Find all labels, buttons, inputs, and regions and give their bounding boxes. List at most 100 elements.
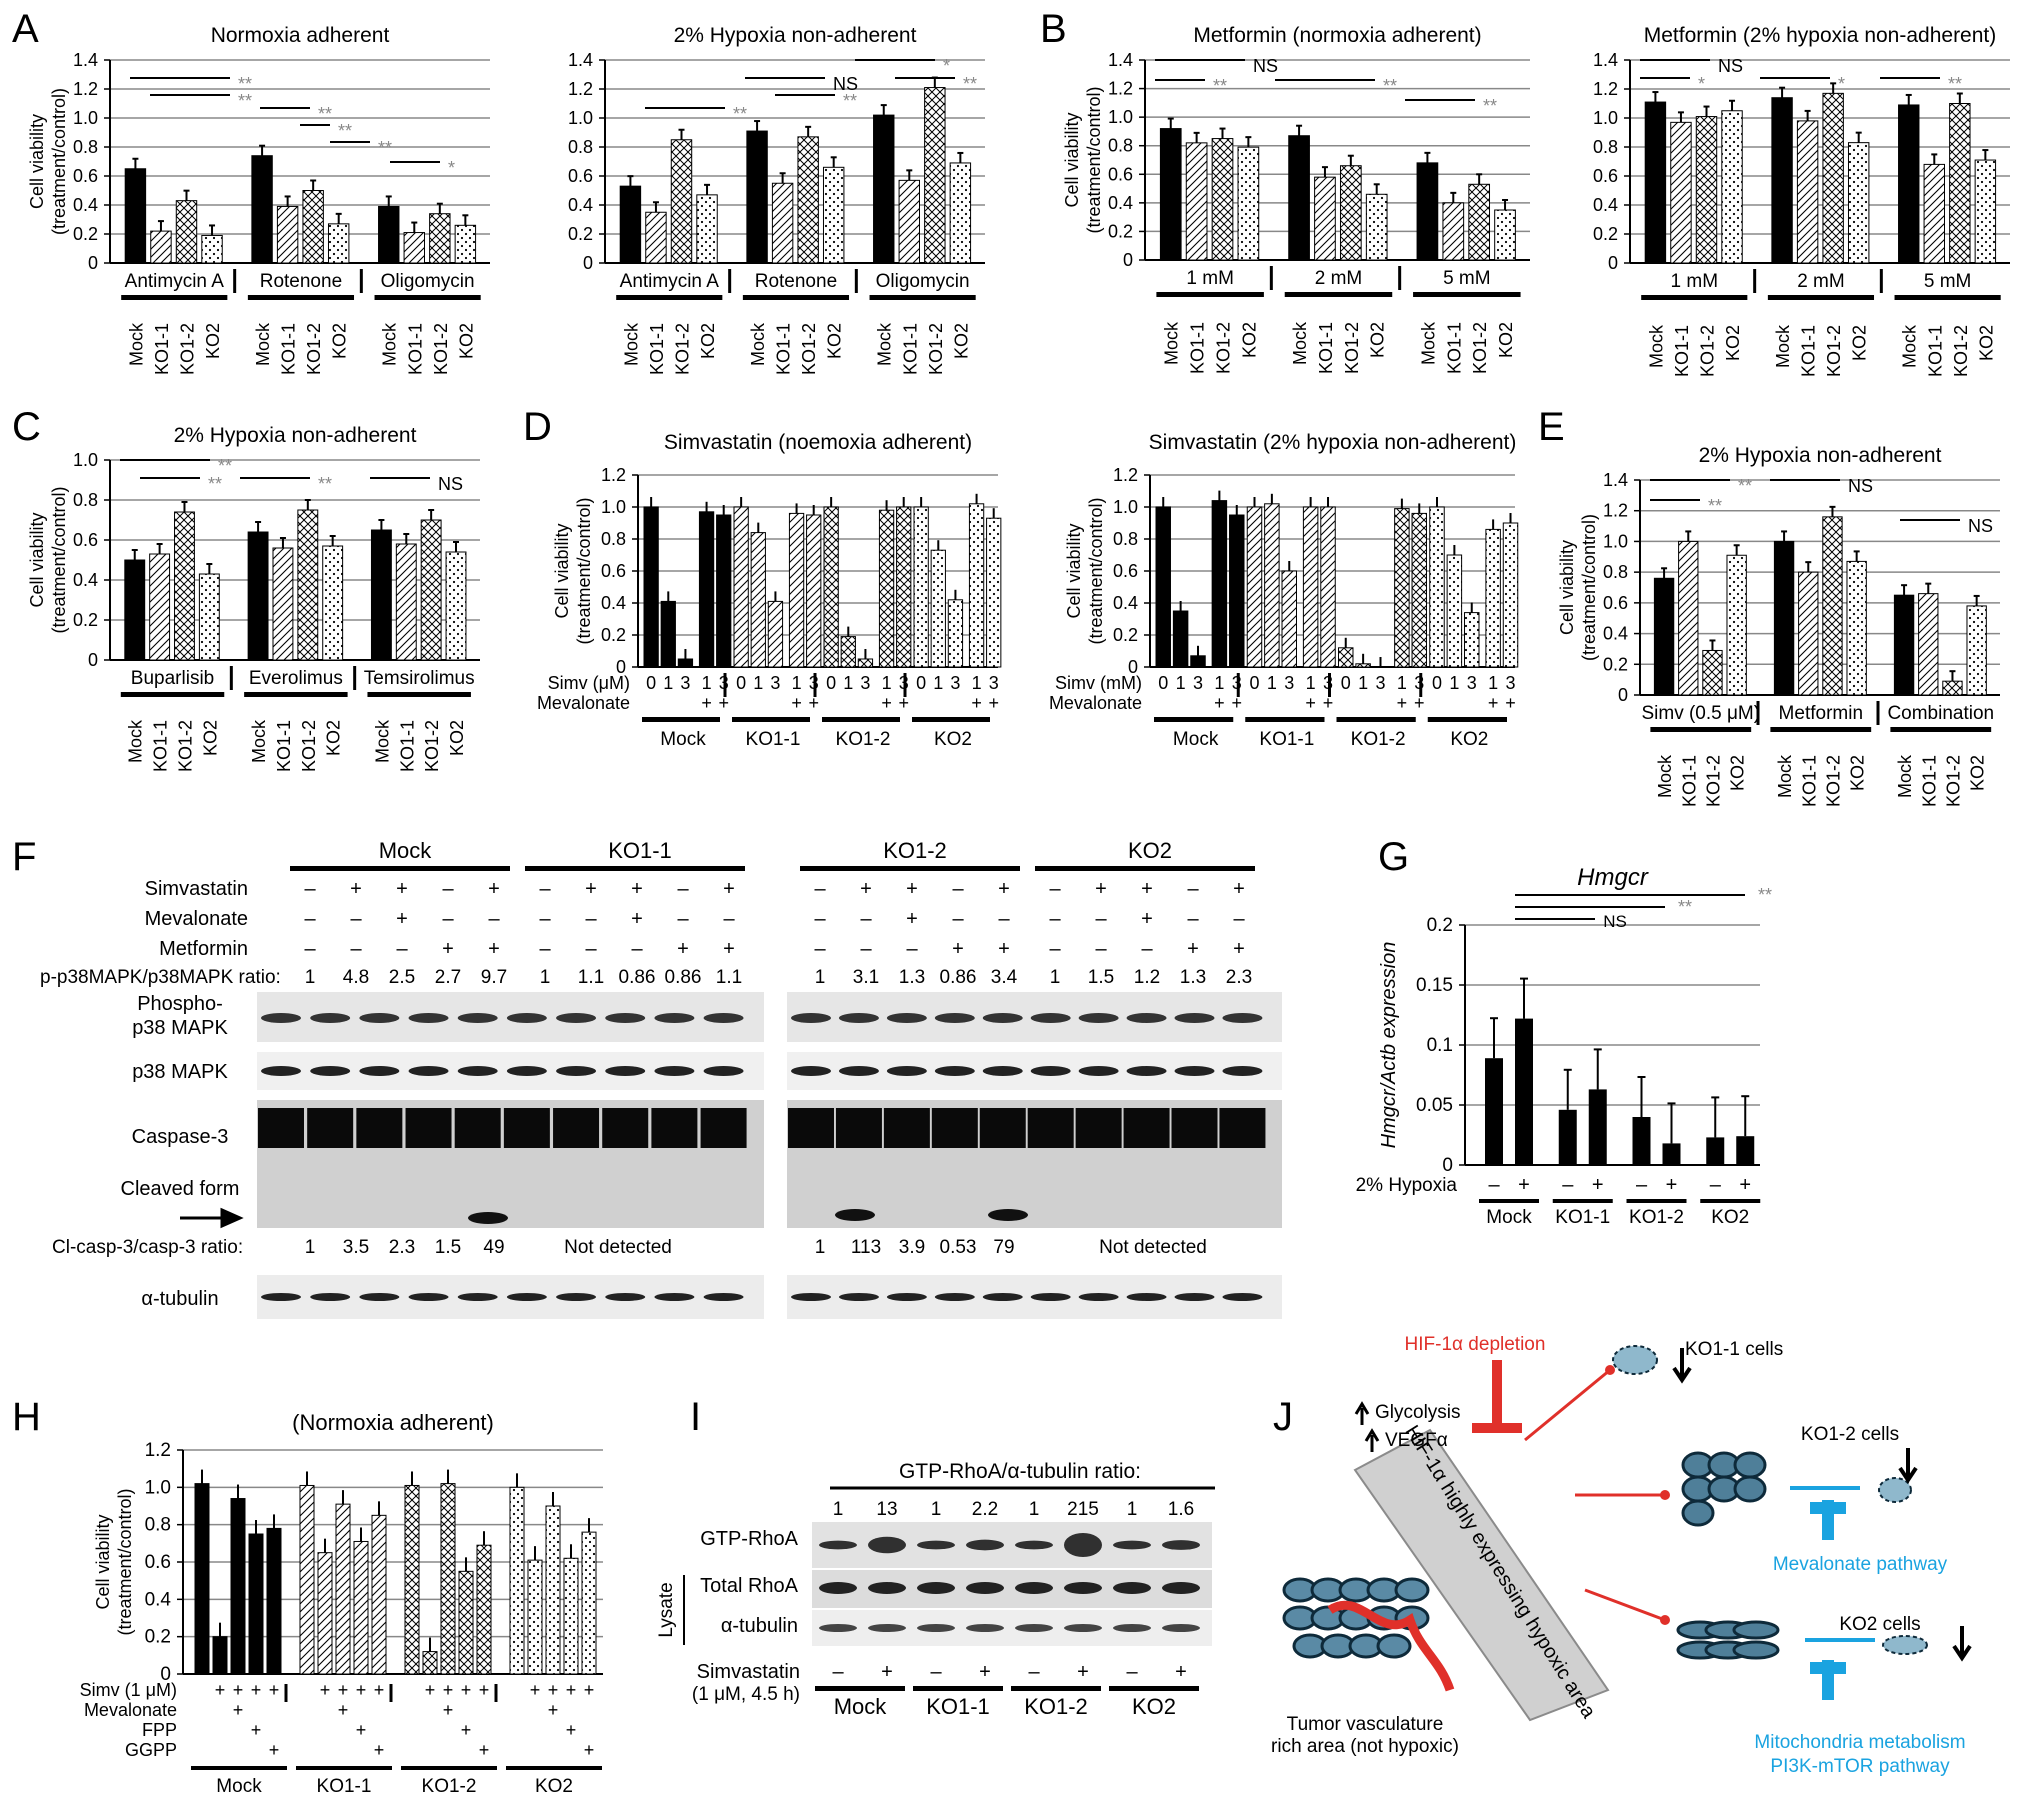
y-axis-label: Hmgcr/Actb expression [1378,942,1400,1149]
hypoxia-label: 2% Hypoxia [1356,1175,1458,1196]
band [700,1108,747,1148]
p38-ratio: 1 [540,967,551,988]
band [835,1108,882,1148]
red-arrow [1584,1588,1666,1622]
y-tick-label: 0 [160,1664,171,1685]
p38-ratio: 2.7 [435,967,461,988]
metf-sign: + [442,938,454,960]
ko11-cell-icon [1612,1345,1658,1375]
bar-ko2-2 [949,162,972,264]
panel-letter-i: I [690,1395,701,1439]
meva-sign: – [442,908,454,930]
rhoa-ratio: 1.6 [1168,1499,1194,1520]
y-tick-label: 0 [616,657,626,677]
bar-mock-dose-3 [698,511,715,668]
x-tick-label: KO2 [1976,325,1996,361]
x-tick-label: KO1-2 [1342,322,1362,374]
sig-marker: ** [218,456,232,476]
group-underline [1109,1686,1199,1691]
bar-h-mock-2 [230,1498,246,1675]
bar-h-mock-0 [194,1483,210,1675]
sig-marker: * [1698,74,1705,94]
y-tick-label: 0 [1608,253,1618,273]
group-label: KO1-1 [926,1694,990,1719]
y-tick-label: 0.6 [1603,593,1628,613]
simv-sign: – [539,878,551,900]
bar-h-ko1-1-0 [299,1484,315,1675]
band [457,1013,498,1023]
arrow-head-icon [1660,1615,1670,1625]
band [506,1293,547,1301]
band [1113,1582,1151,1594]
group-underline [1154,717,1234,722]
sig-marker: ** [1383,76,1397,96]
group-underline [191,1766,287,1770]
meva-sign: – [304,908,316,930]
cl-ratio: 113 [851,1237,881,1258]
band [258,1108,304,1148]
bar-ko2-dose-3 [968,503,985,668]
group-label: Mock [834,1694,888,1719]
ko12-cell-icon [1681,1499,1715,1527]
group-label: KO2 [1450,729,1488,750]
dose-label: 0 [646,673,656,693]
band [1078,1066,1119,1076]
y-tick-label: 0.8 [568,137,593,157]
treatment-label: Simv (0.5 μM) [1641,703,1760,724]
metf-sign: + [488,938,500,960]
bar-mock-0 [124,559,146,661]
bar-ko2-1 [1847,142,1870,264]
x-tick-label: KO1-1 [152,323,172,375]
x-tick-label: Mock [1290,321,1310,365]
x-tick-label: KO1-1 [151,720,171,772]
group-label: KO2 [1132,1694,1176,1719]
treatment-label: Everolimus [249,668,343,689]
band [356,1108,403,1148]
x-tick-label: KO2 [324,720,344,756]
mevalonate-plus: + [971,693,982,713]
y-tick-label: 0.8 [601,529,626,549]
bar-hmgcr-ko1-1-1 [1588,1089,1607,1165]
bar-ko2-dose-2 [1464,612,1480,668]
cl-ratio: 3.5 [343,1237,369,1258]
band-label: α-tubulin [141,1288,218,1310]
band [457,1293,498,1301]
group-underline [912,717,990,722]
blot-group-bar [800,866,1020,871]
simv-sign: – [832,1661,844,1683]
p38-ratio: 0.86 [665,967,702,988]
band [819,1540,857,1550]
simv-sign: – [1187,878,1199,900]
panel-letter-e: E [1538,405,1565,449]
bar-h-ko1-1-3 [353,1540,369,1675]
inhibition-icon [1810,1500,1846,1540]
metf-sign: – [860,938,872,960]
x-tick-label: KO1-1 [405,323,425,375]
sig-marker: ** [338,121,352,141]
bar-mock-2 [378,205,400,264]
chart-title: 2% Hypoxia non-adherent [1699,444,1942,467]
dose-label: 0 [1158,673,1168,693]
bar-mock-2 [1898,104,1920,264]
treatment-label: Metformin [1779,703,1863,724]
bar-ko1-2-0 [1702,649,1723,696]
metf-sign: + [677,938,689,960]
blot-group-bar [1035,866,1255,871]
vasculature-label: Tumor vasculature [1287,1714,1444,1735]
treatment-label: Rotenone [755,271,837,292]
bar-ko1-1-dose-4 [806,514,822,668]
band [1123,1108,1170,1148]
x-tick-label: Mock [1775,754,1795,798]
blot-group-label: KO2 [1128,838,1172,863]
treatment-underline [1284,292,1393,297]
bar-ko1-2-1 [797,136,819,264]
band [457,1066,498,1076]
meva-sign: – [998,908,1010,930]
mevalonate-plus: + [718,693,729,713]
bar-hmgcr-mock-1 [1515,1018,1533,1165]
simv-sign: – [677,878,689,900]
bar-mock-0 [1159,128,1182,261]
hypoxia-sign: – [1562,1174,1574,1196]
simv-plus: + [461,1680,472,1700]
ggpp-plus: + [269,1740,280,1760]
